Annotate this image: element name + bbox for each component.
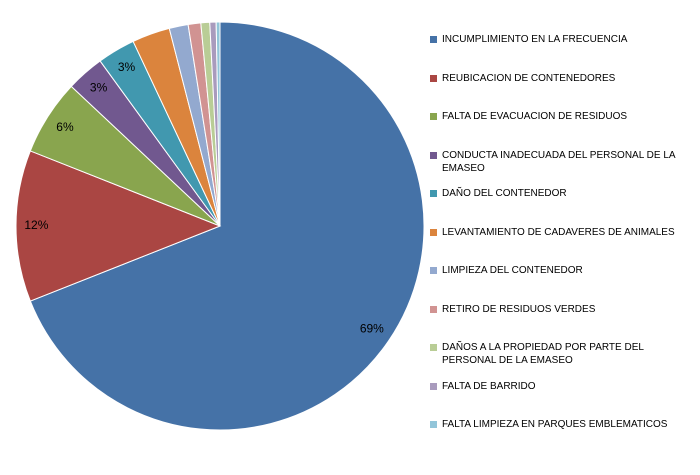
legend-swatch [430, 382, 437, 390]
pie-slice [29, 21, 425, 431]
data-label: 6% [56, 120, 74, 134]
legend-swatch [430, 36, 437, 43]
legend-swatch [430, 228, 437, 236]
legend-swatch [430, 421, 437, 428]
legend-item: LIMPIEZA DEL CONTENEDOR [430, 264, 685, 277]
legend-swatch [430, 74, 437, 82]
legend-swatch [430, 344, 437, 351]
legend-item: FALTA LIMPIEZA EN PARQUES EMBLEMATICOS [430, 418, 685, 431]
legend-item: RETIRO DE RESIDUOS VERDES [430, 303, 685, 316]
legend-item: INCUMPLIMIENTO EN LA FRECUENCIA [430, 33, 685, 46]
pie-slice [215, 21, 221, 227]
legend-swatch [430, 113, 437, 120]
data-label: 3% [118, 60, 136, 74]
data-label: 12% [24, 218, 48, 232]
legend-item: CONDUCTA INADECUADA DEL PERSONAL DE LA E… [430, 149, 685, 175]
legend-swatch [430, 190, 437, 197]
legend-swatch [430, 305, 437, 313]
data-label: 3% [90, 80, 108, 94]
legend-label: INCUMPLIMIENTO EN LA FRECUENCIA [442, 34, 628, 45]
legend-item: FALTA DE EVACUACION DE RESIDUOS [430, 110, 685, 123]
legend-item: LEVANTAMIENTO DE CADAVERES DE ANIMALES [430, 226, 685, 239]
legend-label: DAÑOS A LA PROPIEDAD POR PARTE DEL PERSO… [442, 342, 644, 366]
legend-item: REUBICACION DE CONTENEDORES [430, 72, 685, 85]
legend-swatch [430, 267, 437, 274]
legend-label: RETIRO DE RESIDUOS VERDES [442, 303, 596, 315]
data-label: 69% [360, 321, 384, 335]
legend-item: FALTA DE BARRIDO [430, 380, 685, 393]
legend-label: FALTA DE BARRIDO [442, 380, 536, 392]
legend-label: LIMPIEZA DEL CONTENEDOR [442, 265, 583, 276]
legend-label: REUBICACION DE CONTENEDORES [442, 72, 616, 84]
legend-label: DAÑO DEL CONTENEDOR [442, 188, 567, 199]
legend-item: DAÑOS A LA PROPIEDAD POR PARTE DEL PERSO… [430, 341, 685, 367]
legend-swatch [430, 151, 437, 159]
legend-label: FALTA LIMPIEZA EN PARQUES EMBLEMATICOS [442, 419, 668, 430]
pie-slice [15, 150, 222, 302]
legend-item: DAÑO DEL CONTENEDOR [430, 187, 685, 200]
legend-label: LEVANTAMIENTO DE CADAVERES DE ANIMALES [442, 226, 675, 238]
legend-label: CONDUCTA INADECUADA DEL PERSONAL DE LA E… [442, 149, 676, 174]
legend-label: FALTA DE EVACUACION DE RESIDUOS [442, 111, 628, 122]
